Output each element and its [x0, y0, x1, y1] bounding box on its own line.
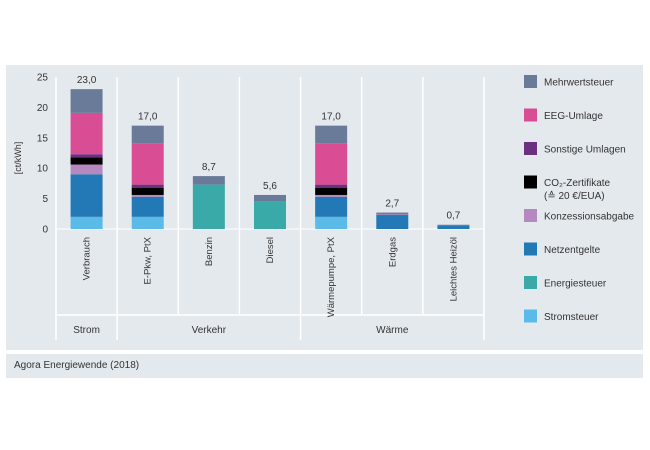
bar-segment-mehrwertsteuer	[315, 125, 348, 144]
x-tick-label: Leichtes Heizöl	[448, 237, 459, 301]
bar-segment-co2-zertifikate-20-eua	[131, 187, 164, 195]
bar-segment-co2-zertifikate-20-eua	[70, 157, 103, 165]
bar-segment-netzentgelte	[70, 174, 103, 217]
bar-total-label: 17,0	[138, 112, 158, 123]
legend-swatch-eeg-umlage	[524, 108, 537, 122]
legend-swatch-sonstige-umlagen	[524, 142, 537, 155]
bar-segment-sonstige-umlagen	[315, 184, 348, 188]
bar-total-label: 0,7	[446, 211, 460, 222]
x-tick-label: Benzin	[204, 237, 215, 266]
legend-swatch-konzessionsabgabe	[524, 209, 537, 222]
y-tick-label: 15	[37, 133, 49, 144]
x-tick-label: Wärmepumpe, PtX	[326, 236, 337, 317]
bar-segment-mehrwertsteuer	[376, 212, 409, 215]
source-text: Agora Energiewende (2018)	[14, 360, 140, 371]
group-label: Strom	[73, 325, 100, 336]
bar-segment-sonstige-umlagen	[131, 184, 164, 188]
bar-segment-netzentgelte	[437, 225, 470, 229]
chart-figure: 0 5 10 15 20 25 [ct/kWh] 23,0 Verbrauch 17,0 E-Pkw…	[6, 65, 643, 350]
bar-segment-netzentgelte	[376, 215, 409, 229]
bar-segment-konzessionsabgabe	[315, 194, 348, 197]
bar-segment-stromsteuer	[70, 216, 103, 229]
x-tick-label: Verbrauch	[82, 237, 93, 280]
legend-swatch-netzentgelte	[524, 242, 537, 256]
bar-segment-eeg-umlage	[315, 143, 348, 185]
bar-segment-energiesteuer	[254, 201, 286, 229]
bar-segment-co2-zertifikate-20-eua	[315, 187, 348, 195]
group-label: Wärme	[376, 325, 409, 336]
x-tick-label: Diesel	[265, 237, 276, 263]
source-bar: Agora Energiewende (2018)	[6, 354, 643, 378]
y-axis-label: [ct/kWh]	[13, 142, 23, 175]
legend-label: Stromsteuer	[544, 312, 599, 323]
legend-swatch-mehrwertsteuer	[524, 75, 537, 88]
bar-segment-mehrwertsteuer	[254, 194, 286, 202]
legend-swatch-co2-zertifikate-20-eua	[524, 175, 537, 189]
legend-label: EEG-Umlage	[544, 111, 603, 122]
bar-total-label: 5,6	[263, 181, 277, 192]
bar-segment-energiesteuer	[192, 184, 225, 229]
legend-swatch-stromsteuer	[524, 309, 537, 323]
y-tick-label: 25	[37, 73, 49, 84]
group-label: Verkehr	[192, 325, 227, 336]
x-tick-label: Erdgas	[387, 237, 398, 267]
legend-label: Energiesteuer	[544, 279, 607, 290]
bar-segment-netzentgelte	[131, 196, 164, 217]
bar-total-label: 23,0	[77, 75, 97, 86]
bar-segment-konzessionsabgabe	[70, 164, 103, 175]
bar-segment-stromsteuer	[131, 216, 164, 229]
legend-label: Mehrwertsteuer	[544, 78, 614, 89]
legend-label: Konzessionsabgabe	[544, 212, 635, 223]
y-tick-label: 0	[42, 225, 48, 236]
legend-label: (≙ 20 €/EUA)	[544, 190, 605, 202]
bar-segment-mehrwertsteuer	[437, 224, 470, 226]
legend-swatch-energiesteuer	[524, 276, 537, 289]
bar-segment-mehrwertsteuer	[70, 89, 103, 113]
bar-segment-stromsteuer	[315, 216, 348, 229]
bar-segment-sonstige-umlagen	[70, 154, 103, 158]
bar-total-label: 2,7	[385, 199, 399, 210]
bar-segment-eeg-umlage	[131, 143, 164, 185]
legend-label: CO₂-Zertifikate	[544, 178, 611, 189]
y-tick-label: 10	[37, 164, 49, 175]
bar-segment-mehrwertsteuer	[192, 176, 225, 185]
bar-total-label: 17,0	[321, 112, 341, 123]
legend-label: Sonstige Umlagen	[544, 145, 626, 156]
bar-segment-eeg-umlage	[70, 112, 103, 155]
bar-segment-mehrwertsteuer	[131, 125, 164, 144]
y-tick-label: 5	[42, 194, 48, 205]
bar-segment-konzessionsabgabe	[376, 214, 409, 216]
bar-total-label: 8,7	[202, 162, 216, 173]
bar-segment-konzessionsabgabe	[131, 194, 164, 197]
x-tick-label: E-Pkw, PtX	[143, 236, 154, 284]
stacked-bar-chart: 0 5 10 15 20 25 [ct/kWh] 23,0 Verbrauch 17,0 E-Pkw…	[13, 73, 635, 340]
legend-label: Netzentgelte	[544, 245, 601, 256]
bar-segment-netzentgelte	[315, 196, 348, 217]
y-tick-label: 20	[37, 103, 49, 114]
